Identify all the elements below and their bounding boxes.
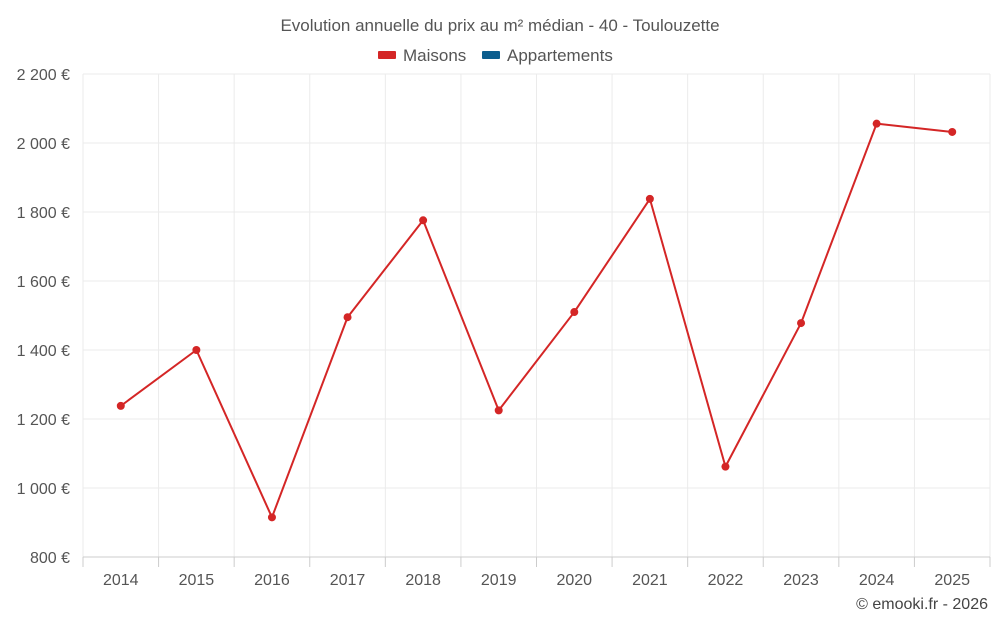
legend-item-maisons[interactable]: Maisons xyxy=(378,46,466,65)
grid xyxy=(82,73,991,557)
y-tick-label: 800 € xyxy=(30,550,70,567)
data-point[interactable] xyxy=(419,216,428,225)
data-point[interactable] xyxy=(116,401,125,410)
x-tick-label: 2021 xyxy=(632,572,668,589)
legend-label-maisons: Maisons xyxy=(403,46,466,65)
data-point[interactable] xyxy=(721,462,730,471)
x-tick-label: 2016 xyxy=(254,572,290,589)
legend-swatch-maisons xyxy=(378,51,396,59)
data-point[interactable] xyxy=(267,513,276,522)
data-point[interactable] xyxy=(494,406,503,415)
y-tick-label: 2 000 € xyxy=(17,136,70,153)
x-tick-label: 2022 xyxy=(708,572,744,589)
legend-label-appartements: Appartements xyxy=(507,46,613,65)
y-tick-label: 2 200 € xyxy=(17,67,70,84)
data-point[interactable] xyxy=(797,319,806,328)
x-tick-label: 2018 xyxy=(405,572,441,589)
y-tick-label: 1 400 € xyxy=(17,343,70,360)
x-tick-label: 2025 xyxy=(934,572,970,589)
x-tick-label: 2019 xyxy=(481,572,517,589)
data-point[interactable] xyxy=(192,346,201,354)
x-tick-label: 2015 xyxy=(179,572,215,589)
data-point[interactable] xyxy=(948,127,957,136)
series-maisons xyxy=(116,119,957,522)
data-point[interactable] xyxy=(570,308,579,317)
y-tick-label: 1 600 € xyxy=(17,274,70,291)
y-axis-ticks: 800 € 1 000 € 1 200 € 1 400 € 1 600 € 1 800 €… xyxy=(17,67,70,567)
x-tick-label: 2024 xyxy=(859,572,895,589)
data-point[interactable] xyxy=(343,313,352,322)
x-axis-ticks: 2014 2015 2016 2017 2018 2019 2020 2021 2022 2023… xyxy=(82,557,991,589)
x-tick-label: 2014 xyxy=(103,572,139,589)
data-point[interactable] xyxy=(872,119,881,128)
chart-title: Evolution annuelle du prix au m² médian … xyxy=(280,16,719,35)
legend-swatch-appartements xyxy=(482,51,500,59)
series-line xyxy=(120,122,953,519)
x-tick-label: 2023 xyxy=(783,572,819,589)
credit-text: © emooki.fr - 2026 xyxy=(856,596,988,613)
y-tick-label: 1 800 € xyxy=(17,205,70,222)
y-tick-label: 1 000 € xyxy=(17,481,70,498)
y-tick-label: 1 200 € xyxy=(17,412,70,429)
legend: Maisons Appartements xyxy=(378,46,613,65)
x-tick-label: 2020 xyxy=(556,572,592,589)
x-tick-label: 2017 xyxy=(330,572,366,589)
legend-item-appartements[interactable]: Appartements xyxy=(482,46,613,65)
data-point[interactable] xyxy=(645,194,654,203)
